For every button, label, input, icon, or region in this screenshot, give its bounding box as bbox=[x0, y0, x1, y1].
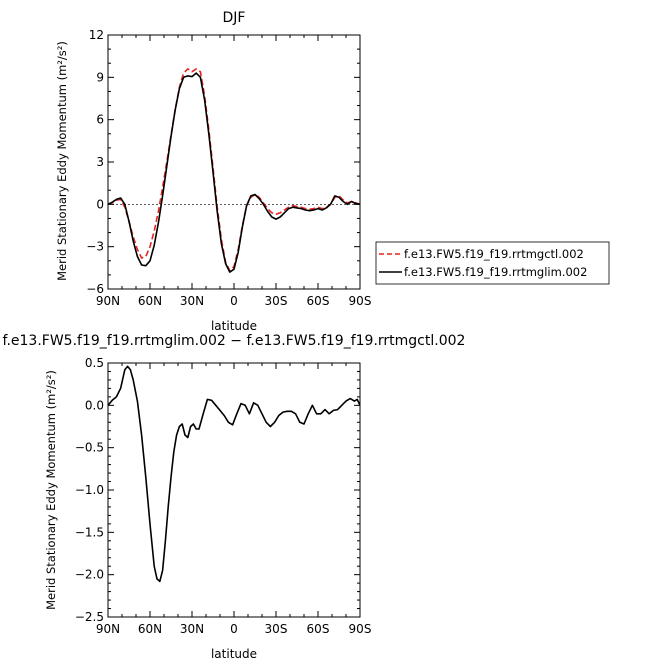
x-tick-label: 60N bbox=[138, 622, 162, 636]
bottom-chart-title: f.e13.FW5.f19_f19.rrtmglim.002 − f.e13.F… bbox=[3, 333, 466, 349]
x-tick-label: 30S bbox=[265, 622, 288, 636]
series-line-difference bbox=[107, 365, 361, 583]
top-y-axis-label: Merid Stationary Eddy Momentum (m²/s²) bbox=[55, 41, 69, 281]
y-tick-label: 3 bbox=[96, 155, 104, 169]
x-tick-label: 90S bbox=[349, 294, 372, 308]
y-tick-label: −2.0 bbox=[75, 568, 104, 582]
top-plot-area bbox=[107, 34, 361, 290]
legend-label-lim: f.e13.FW5.f19_f19.rrtmglim.002 bbox=[404, 265, 587, 279]
y-tick-label: 0.5 bbox=[85, 356, 104, 370]
top-chart-title: DJF bbox=[223, 10, 246, 26]
bottom-x-ticks: 90N 60N 30N 0 30S 60S 90S bbox=[96, 363, 372, 636]
x-tick-label: 60S bbox=[307, 294, 330, 308]
legend-box bbox=[375, 241, 610, 285]
x-tick-label: 0 bbox=[230, 622, 238, 636]
top-x-ticks: 90N 60N 30N 0 30S 60S 90S bbox=[96, 35, 372, 308]
plot-frame bbox=[107, 34, 361, 290]
x-tick-label: 30N bbox=[180, 294, 204, 308]
y-tick-label: 0.0 bbox=[85, 398, 104, 412]
y-tick-label: 9 bbox=[96, 70, 104, 84]
x-tick-label: 30N bbox=[180, 622, 204, 636]
x-tick-label: 60S bbox=[307, 622, 330, 636]
top-y-ticks: −6 −3 0 3 6 9 12 bbox=[86, 28, 360, 296]
top-x-axis-label: latitude bbox=[211, 319, 257, 333]
bottom-y-axis-label: Merid Stationary Eddy Momentum (m²/s²) bbox=[44, 370, 58, 610]
legend: f.e13.FW5.f19_f19.rrtmgctl.002 f.e13.FW5… bbox=[375, 241, 610, 285]
y-tick-label: −2.5 bbox=[75, 610, 104, 624]
top-panel: DJF 90N 60N 30N 0 30S 60S 90S −6 −3 0 3 6 9 12 latit… bbox=[55, 10, 610, 333]
legend-label-ctl: f.e13.FW5.f19_f19.rrtmgctl.002 bbox=[404, 247, 584, 261]
y-tick-label: 0 bbox=[96, 197, 104, 211]
x-tick-label: 60N bbox=[138, 294, 162, 308]
y-tick-label: −0.5 bbox=[75, 441, 104, 455]
bottom-plot-area bbox=[107, 362, 361, 618]
y-tick-label: −1.5 bbox=[75, 525, 104, 539]
x-tick-label: 0 bbox=[230, 294, 238, 308]
y-tick-label: −6 bbox=[86, 282, 104, 296]
bottom-y-ticks: −2.5 −2.0 −1.5 −1.0 −0.5 0.0 0.5 bbox=[75, 356, 360, 624]
plot-frame bbox=[107, 362, 361, 618]
x-tick-label: 90N bbox=[96, 622, 120, 636]
x-tick-label: 30S bbox=[265, 294, 288, 308]
y-tick-label: 6 bbox=[96, 113, 104, 127]
y-tick-label: 12 bbox=[89, 28, 104, 42]
x-tick-label: 90N bbox=[96, 294, 120, 308]
series-line-ctl bbox=[107, 68, 361, 272]
bottom-panel: f.e13.FW5.f19_f19.rrtmglim.002 − f.e13.F… bbox=[3, 333, 466, 661]
x-tick-label: 90S bbox=[349, 622, 372, 636]
y-tick-label: −1.0 bbox=[75, 483, 104, 497]
y-tick-label: −3 bbox=[86, 240, 104, 254]
bottom-x-axis-label: latitude bbox=[211, 647, 257, 661]
series-line-lim bbox=[107, 72, 361, 273]
